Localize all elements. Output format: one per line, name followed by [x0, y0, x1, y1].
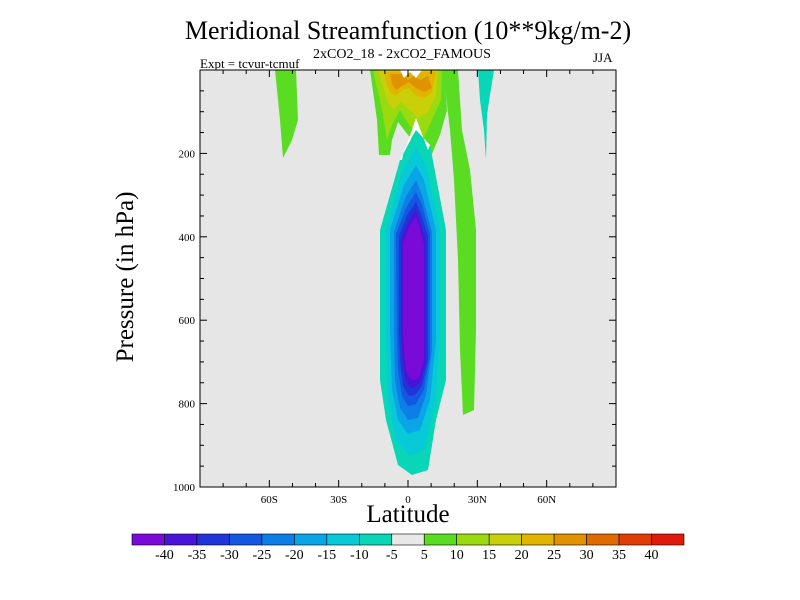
contour-fill-neg-5-33n	[478, 70, 494, 160]
colorbar-label: -35	[188, 548, 207, 563]
y-tick-label: 400	[179, 232, 196, 244]
x-tick-label: 30N	[468, 494, 487, 506]
colorbar-swatch	[229, 533, 263, 546]
colorbar-swatch	[261, 533, 295, 546]
contour-fill-pos-5-50s	[275, 70, 298, 158]
colorbar-swatch	[488, 533, 522, 546]
contour-fill-pos-25-upper	[390, 74, 432, 92]
contour-fills	[275, 70, 494, 475]
axis-ticks	[200, 70, 616, 488]
colorbar-label: -25	[253, 548, 272, 563]
x-tick-label: 60S	[261, 494, 278, 506]
colorbar-swatch	[456, 533, 490, 546]
colorbar-label: 35	[612, 548, 626, 563]
colorbar-label: 40	[645, 548, 659, 563]
colorbar-swatch	[326, 533, 360, 546]
colorbar-swatch	[294, 533, 328, 546]
contour-fill-white-gap-mid	[400, 118, 430, 160]
colorbar-swatch	[358, 533, 393, 546]
x-tick-label: 0	[405, 494, 411, 506]
season-label: JJA	[593, 50, 613, 65]
colorbar-swatch	[164, 533, 198, 546]
colorbar-label: 5	[421, 548, 428, 563]
y-tick-label: 600	[179, 315, 196, 327]
colorbar-swatch	[423, 533, 458, 546]
colorbar-label: -30	[220, 548, 239, 563]
colorbar-swatch	[391, 533, 425, 546]
experiment-label: Expt = tcvur-tcmuf	[200, 56, 300, 71]
contour-fill-neg-40-main	[403, 216, 424, 380]
colorbar-label: -15	[317, 548, 336, 563]
colorbar-label: 10	[450, 548, 464, 563]
colorbar-label: -5	[386, 548, 398, 563]
chart-title: Meridional Streamfunction (10**9kg/m-2)	[184, 16, 632, 45]
y-tick-label: 1000	[173, 482, 196, 494]
colorbar-swatch	[521, 533, 555, 546]
colorbar-swatch	[651, 533, 685, 546]
colorbar-swatch	[553, 533, 587, 546]
colorbar-swatch	[131, 533, 165, 546]
x-tick-label: 30S	[330, 494, 347, 506]
colorbar-swatch	[196, 533, 230, 546]
colorbar-label: 30	[580, 548, 594, 563]
contour-fill-white-gap	[400, 70, 422, 78]
colorbar-label: 25	[547, 548, 561, 563]
x-axis-label: Latitude	[366, 501, 450, 528]
colorbar-swatch	[618, 533, 652, 546]
x-tick-label: 60N	[537, 494, 556, 506]
y-tick-label: 200	[179, 148, 196, 160]
axis-tick-labels: 60S 30S 0 30N 60N 200 400 600 800 1000	[173, 148, 556, 506]
colorbar-label: 15	[482, 548, 496, 563]
colorbar: -40 -35 -30 -25 -20 -15 -10 -5 5 10 15 20 25 30 35 40	[131, 533, 685, 563]
colorbar-swatch	[586, 533, 620, 546]
colorbar-label: -20	[285, 548, 304, 563]
colorbar-label: 20	[515, 548, 529, 563]
colorbar-label: -40	[155, 548, 174, 563]
colorbar-label: -10	[350, 548, 369, 563]
contour-fill-pos-5-30n	[443, 70, 476, 415]
y-tick-label: 800	[179, 399, 196, 411]
chart-subtitle: 2xCO2_18 - 2xCO2_FAMOUS	[313, 47, 491, 62]
